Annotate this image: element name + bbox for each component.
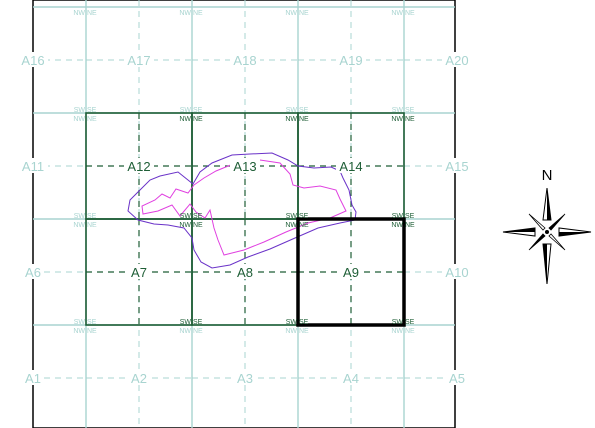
compass-rose: N: [502, 167, 592, 285]
cell-label-A3[interactable]: A3: [237, 371, 253, 386]
quadrant-nw-A8: NW: [285, 222, 297, 229]
quadrant-nw-A16: NW: [73, 10, 85, 17]
quadrant-sw-A6: SW: [74, 319, 86, 326]
quadrant-ne-A14: NE: [405, 116, 415, 123]
cell-label-A2[interactable]: A2: [131, 371, 147, 386]
quadrant-nw-A13: NW: [285, 116, 297, 123]
cell-label-A12[interactable]: A12: [127, 159, 150, 174]
cell-label-A15[interactable]: A15: [445, 159, 468, 174]
quadrant-ne-A12: NE: [193, 116, 203, 123]
quadrant-se-A6: SE: [87, 319, 97, 326]
map-frame: [32, 0, 456, 428]
quadrant-sw-A12: SW: [180, 213, 192, 220]
quadrant-nw-A7: NW: [179, 222, 191, 229]
quadrant-se-A13: SE: [299, 213, 309, 220]
quadrant-nw-A14: NW: [391, 116, 403, 123]
compass-arrow-se: [548, 233, 566, 251]
cell-label-A10[interactable]: A10: [445, 265, 468, 280]
cell-label-A18[interactable]: A18: [233, 53, 256, 68]
quadrant-se-A16: SE: [87, 107, 97, 114]
quadrant-ne-A1: NE: [87, 328, 97, 335]
cell-label-A19[interactable]: A19: [339, 53, 362, 68]
compass-north-label: N: [542, 167, 553, 184]
cell-label-A1[interactable]: A1: [25, 371, 41, 386]
quadrant-nw-A18: NW: [285, 10, 297, 17]
quadrant-ne-A13: NE: [299, 116, 309, 123]
quadrant-se-A11: SE: [87, 213, 97, 220]
cell-label-A7[interactable]: A7: [131, 265, 147, 280]
selected-cell-A9[interactable]: [296, 217, 406, 327]
quadrant-sw-A8: SW: [286, 319, 298, 326]
quadrant-sw-A16: SW: [74, 107, 86, 114]
quadrant-nw-A6: NW: [73, 222, 85, 229]
quadrant-se-A14: SE: [405, 213, 415, 220]
quadrant-ne-A11: NE: [87, 116, 97, 123]
cell-label-A5[interactable]: A5: [449, 371, 465, 386]
cell-label-A11[interactable]: A11: [22, 159, 44, 174]
cell-label-A16[interactable]: A16: [21, 53, 44, 68]
quadrant-ne-A18: NE: [299, 10, 309, 17]
quadrant-ne-A19: NE: [405, 10, 415, 17]
cell-label-A14[interactable]: A14: [339, 159, 362, 174]
quadrant-nw-A19: NW: [391, 10, 403, 17]
quadrant-nw-A9: NW: [391, 222, 403, 229]
compass-arrow-nw: [528, 213, 546, 231]
quadrant-ne-A9: NE: [405, 222, 415, 229]
quadrant-se-A9: SE: [405, 319, 415, 326]
quadrant-ne-A4: NE: [405, 328, 415, 335]
quadrant-nw-A1: NW: [73, 328, 85, 335]
compass-arrow-sw: [528, 233, 546, 251]
quadrant-sw-A11: SW: [74, 213, 86, 220]
compass-arrow-ne: [548, 213, 566, 231]
quadrant-se-A19: SE: [405, 107, 415, 114]
quadrant-ne-A16: NE: [87, 10, 97, 17]
quadrant-ne-A17: NE: [193, 10, 203, 17]
cell-label-A20[interactable]: A20: [445, 53, 468, 68]
quadrant-nw-A12: NW: [179, 116, 191, 123]
quadrant-sw-A7: SW: [180, 319, 192, 326]
quadrant-se-A12: SE: [193, 213, 203, 220]
quadrant-ne-A8: NE: [299, 222, 309, 229]
quadrant-sw-A19: SW: [392, 107, 404, 114]
quadrant-se-A18: SE: [299, 107, 309, 114]
cell-label-A13[interactable]: A13: [233, 159, 256, 174]
cell-label-A4[interactable]: A4: [343, 371, 359, 386]
quadrant-ne-A6: NE: [87, 222, 97, 229]
region-outline-outer: [127, 152, 357, 269]
quadrant-nw-A2: NW: [179, 328, 191, 335]
quadrant-sw-A14: SW: [392, 213, 404, 220]
quadrant-ne-A3: NE: [299, 328, 309, 335]
quadrant-nw-A11: NW: [73, 116, 85, 123]
quadrant-sw-A17: SW: [180, 107, 192, 114]
quadrant-nw-A4: NW: [391, 328, 403, 335]
quadrant-sw-A18: SW: [286, 107, 298, 114]
quadrant-nw-A3: NW: [285, 328, 297, 335]
quadrant-ne-A7: NE: [193, 222, 203, 229]
quadrant-sw-A9: SW: [392, 319, 404, 326]
quadrant-se-A7: SE: [193, 319, 203, 326]
cell-label-A17[interactable]: A17: [127, 53, 150, 68]
quadrant-sw-A13: SW: [286, 213, 298, 220]
cell-label-A9[interactable]: A9: [343, 265, 359, 280]
cell-label-A6[interactable]: A6: [25, 265, 41, 280]
quadrant-se-A17: SE: [193, 107, 203, 114]
quadrant-se-A8: SE: [299, 319, 309, 326]
cell-label-A8[interactable]: A8: [237, 265, 253, 280]
quadrant-nw-A17: NW: [179, 10, 191, 17]
quadrant-ne-A2: NE: [193, 328, 203, 335]
